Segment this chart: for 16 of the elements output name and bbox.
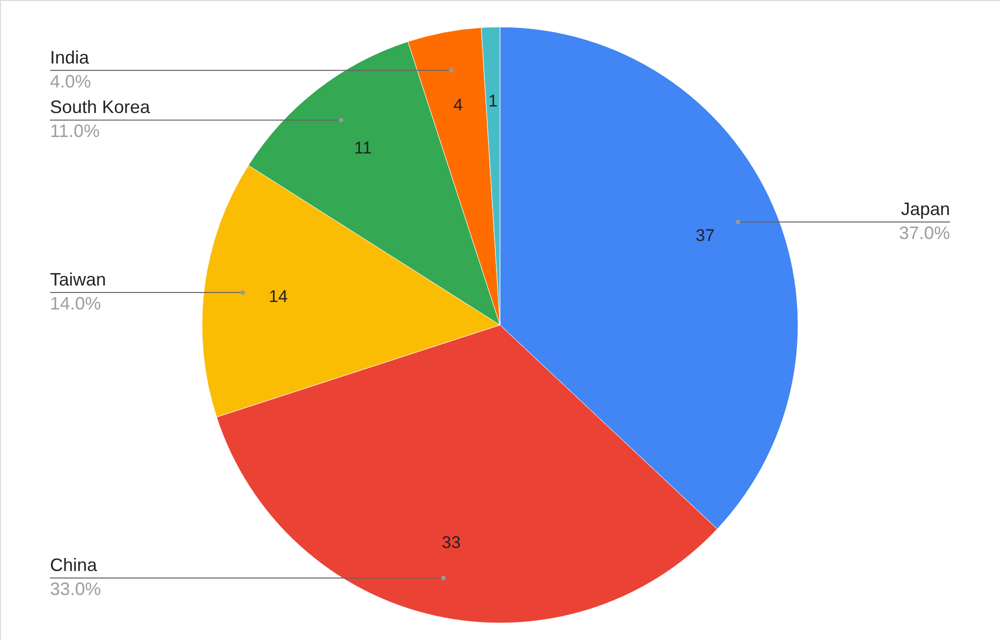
data-label: 37 (696, 226, 715, 246)
data-label: 33 (442, 533, 461, 552)
data-label: 11 (354, 138, 372, 158)
text: 37.0% (898, 223, 950, 244)
text: 4.0% (50, 71, 92, 92)
text: 33.0% (50, 579, 102, 600)
data-label: 4 (453, 95, 463, 114)
slice-label: Taiwan (50, 270, 106, 290)
slice-label: India (50, 47, 90, 68)
text: 14.0% (50, 294, 102, 314)
slice-label: Japan (900, 199, 950, 220)
slice-label: China (50, 555, 98, 576)
text: 11.0% (50, 121, 100, 142)
slice-label: South Korea (50, 97, 152, 118)
data-label: 14 (268, 286, 288, 306)
data-label: 1 (488, 92, 498, 111)
